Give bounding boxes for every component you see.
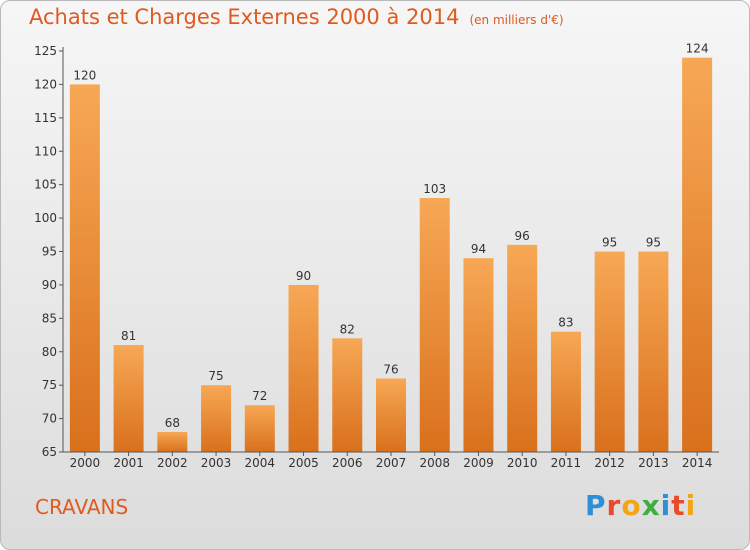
x-tick-label-2004: 2004: [245, 456, 276, 470]
x-tick-label-2003: 2003: [201, 456, 232, 470]
bar-2001: [113, 345, 144, 452]
x-tick-label-2000: 2000: [70, 456, 101, 470]
y-tick-label: 115: [34, 111, 57, 125]
x-tick-label-2012: 2012: [594, 456, 625, 470]
x-tick-label-2013: 2013: [638, 456, 669, 470]
y-tick-label: 80: [42, 345, 57, 359]
bar-2005: [288, 284, 319, 452]
data-label-2002: 68: [165, 416, 180, 430]
logo-letter: t: [671, 489, 686, 522]
y-tick-label: 85: [42, 311, 57, 325]
bar-2010: [507, 244, 538, 452]
data-label-2010: 96: [515, 229, 530, 243]
x-tick-label-2014: 2014: [682, 456, 713, 470]
bar-2008: [419, 198, 450, 452]
bar-2006: [332, 338, 363, 452]
data-label-2006: 82: [340, 322, 355, 336]
logo-letter: P: [585, 489, 607, 522]
y-tick-label: 70: [42, 412, 57, 426]
data-label-2001: 81: [121, 329, 136, 343]
bar-2011: [550, 331, 581, 452]
logo-letter: i: [685, 489, 697, 522]
y-tick-label: 65: [42, 445, 57, 459]
proxiti-logo: Proxiti: [585, 489, 696, 522]
y-tick-label: 110: [34, 144, 57, 158]
bar-2013: [638, 251, 669, 452]
data-label-2007: 76: [383, 362, 398, 376]
chart-title: Achats et Charges Externes 2000 à 2014 (e…: [29, 5, 564, 29]
y-tick-label: 125: [34, 44, 57, 58]
data-label-2008: 103: [423, 182, 446, 196]
bar-2004: [244, 405, 275, 452]
x-tick-label-2006: 2006: [332, 456, 363, 470]
x-tick-label-2011: 2011: [551, 456, 582, 470]
data-label-2014: 124: [686, 42, 709, 56]
x-tick-label-2007: 2007: [376, 456, 407, 470]
y-tick-label: 95: [42, 245, 57, 259]
bar-2002: [157, 431, 188, 452]
bar-2000: [69, 84, 100, 453]
bar-2012: [594, 251, 625, 452]
y-tick-label: 100: [34, 211, 57, 225]
data-label-2011: 83: [558, 316, 573, 330]
x-tick-label-2010: 2010: [507, 456, 538, 470]
logo-letter: r: [606, 489, 622, 522]
x-tick-label-2001: 2001: [113, 456, 144, 470]
bar-2003: [201, 385, 232, 452]
logo-letter: o: [621, 489, 642, 522]
data-label-2013: 95: [646, 236, 661, 250]
x-tick-label-2002: 2002: [157, 456, 188, 470]
data-label-2005: 90: [296, 269, 311, 283]
y-tick-label: 75: [42, 378, 57, 392]
logo-letter: x: [641, 489, 661, 522]
bar-2009: [463, 258, 494, 452]
data-label-2000: 120: [73, 68, 96, 82]
bar-2007: [376, 378, 406, 452]
title-text: Achats et Charges Externes 2000 à 2014: [29, 5, 460, 29]
chart-subtitle: (en milliers d'€): [469, 13, 564, 27]
x-tick-label-2008: 2008: [419, 456, 450, 470]
data-label-2004: 72: [252, 389, 267, 403]
y-tick-label: 120: [34, 77, 57, 91]
y-tick-label: 105: [34, 178, 57, 192]
y-tick-label: 90: [42, 278, 57, 292]
commune-name: CRAVANS: [35, 495, 129, 519]
bar-2014: [682, 57, 713, 452]
logo-letter: i: [660, 489, 672, 522]
data-label-2003: 75: [208, 369, 223, 383]
data-label-2012: 95: [602, 236, 617, 250]
data-label-2009: 94: [471, 242, 486, 256]
x-tick-label-2009: 2009: [463, 456, 494, 470]
x-tick-label-2005: 2005: [288, 456, 319, 470]
